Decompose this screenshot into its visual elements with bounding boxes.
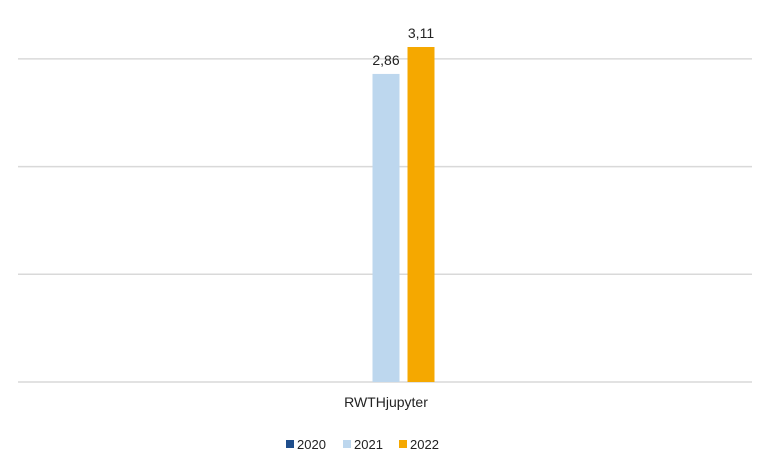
legend-swatch-2020	[286, 440, 294, 448]
x-axis: RWTHjupyter	[344, 394, 428, 410]
bar-2021	[372, 73, 400, 383]
legend-label-2021: 2021	[354, 437, 383, 452]
bar-2022	[407, 47, 435, 382]
bars	[372, 47, 435, 383]
legend: 2020 2021 2022	[286, 437, 439, 452]
legend-swatch-2021	[343, 440, 351, 448]
legend-swatch-2022	[399, 440, 407, 448]
data-labels: 2,86 3,11	[372, 25, 434, 68]
data-label-2021: 2,86	[372, 52, 399, 68]
data-label-2022: 3,11	[408, 25, 434, 41]
legend-label-2022: 2022	[410, 437, 439, 452]
x-tick-label: RWTHjupyter	[344, 394, 428, 410]
legend-label-2020: 2020	[297, 437, 326, 452]
